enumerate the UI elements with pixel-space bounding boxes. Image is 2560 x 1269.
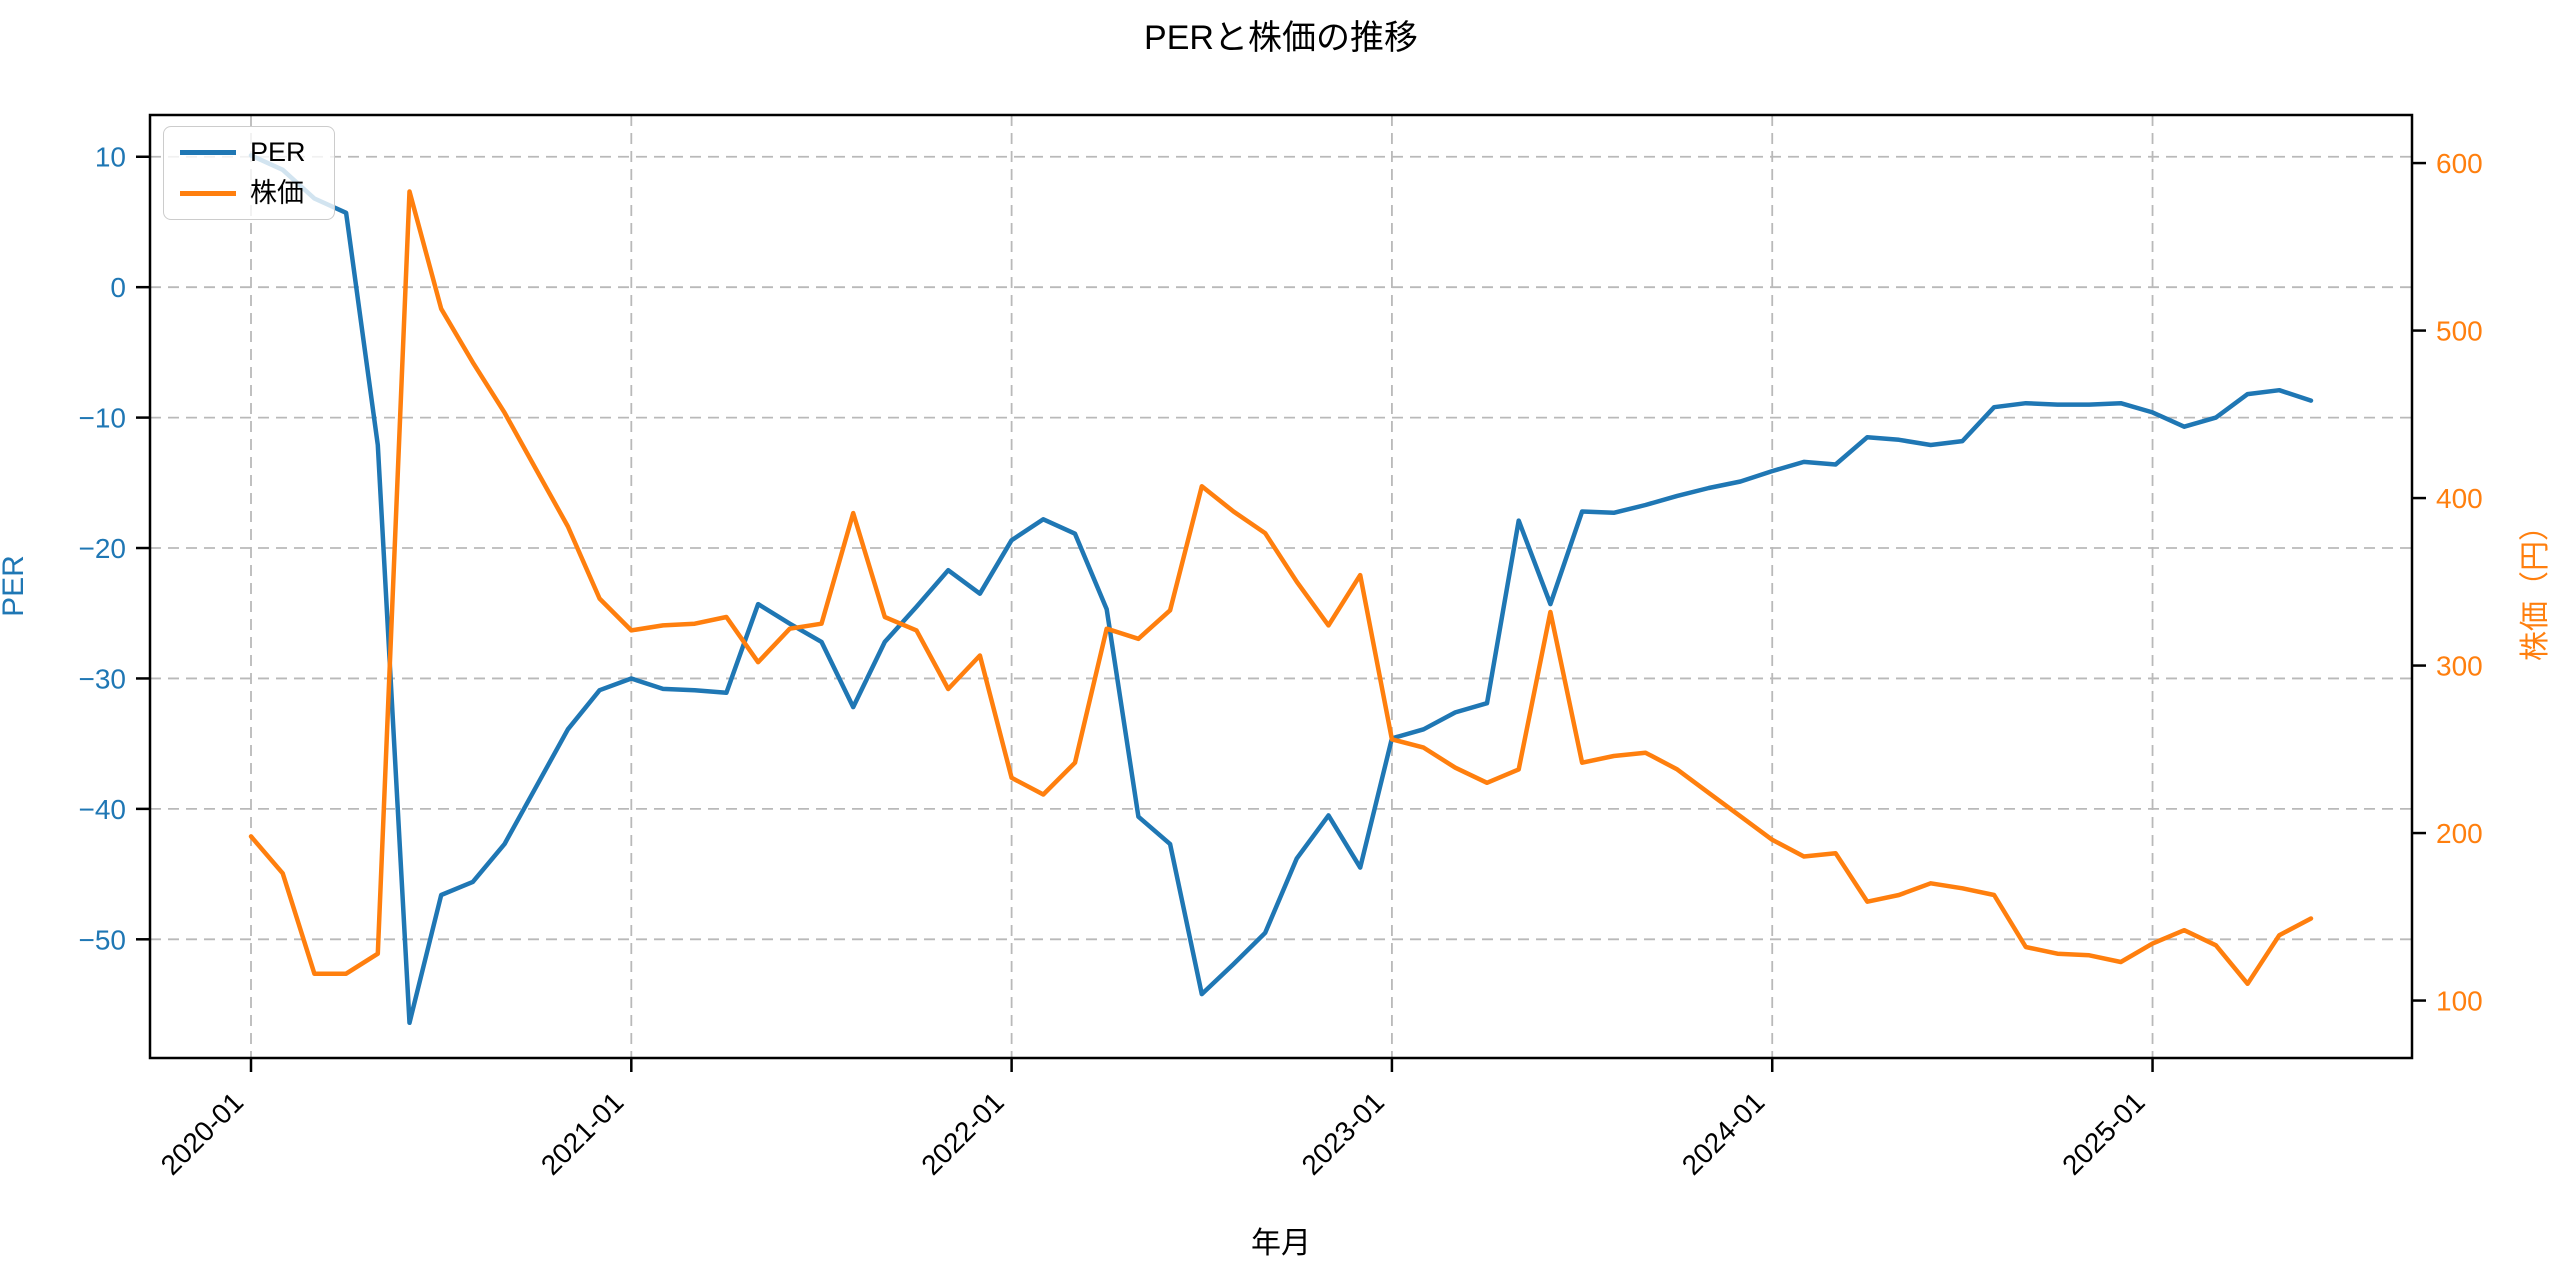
y-left-tick-label: 10 — [95, 142, 126, 173]
y-left-tick-label: −20 — [79, 533, 127, 564]
y-right-tick-label: 300 — [2436, 651, 2483, 682]
x-axis-label: 年月 — [1251, 1227, 1311, 1260]
y-right-tick-label: 200 — [2436, 818, 2483, 849]
per-line — [248, 153, 2314, 1026]
chart-title: PERと株価の推移 — [1144, 19, 1418, 57]
legend-label-stock: 株価 — [250, 178, 304, 208]
y-left-tick-label: −30 — [79, 663, 127, 694]
y-axis-label-right: 株価（円） — [2519, 511, 2552, 661]
legend-item-per: PER — [180, 139, 318, 166]
legend: PER 株価 — [163, 126, 335, 220]
y-left-tick-label: −10 — [79, 403, 127, 434]
legend-label-per: PER — [250, 137, 306, 167]
legend-item-stock: 株価 — [180, 180, 318, 207]
x-tick-label: 2022-01 — [915, 1086, 1010, 1181]
per-line-swatch — [180, 150, 236, 155]
plot-border — [148, 113, 2414, 1060]
y-right-tick-label: 500 — [2436, 316, 2483, 347]
x-tick-label: 2023-01 — [1296, 1086, 1391, 1181]
y-right-tick-label: 100 — [2436, 986, 2483, 1017]
y-right-tick-label: 600 — [2436, 148, 2483, 179]
x-tick-label: 2024-01 — [1676, 1086, 1771, 1181]
stock-line-swatch — [180, 191, 236, 196]
y-left-tick-label: −40 — [79, 794, 127, 825]
x-tick-label: 2020-01 — [155, 1086, 250, 1181]
y-left-tick-label: −50 — [79, 924, 127, 955]
y-axis-label-left: PER — [0, 555, 30, 617]
x-tick-label: 2025-01 — [2056, 1086, 2151, 1181]
x-tick-label: 2021-01 — [535, 1086, 630, 1181]
stock-price-line — [248, 189, 2314, 987]
y-right-tick-label: 400 — [2436, 483, 2483, 514]
y-left-tick-label: 0 — [110, 272, 126, 303]
